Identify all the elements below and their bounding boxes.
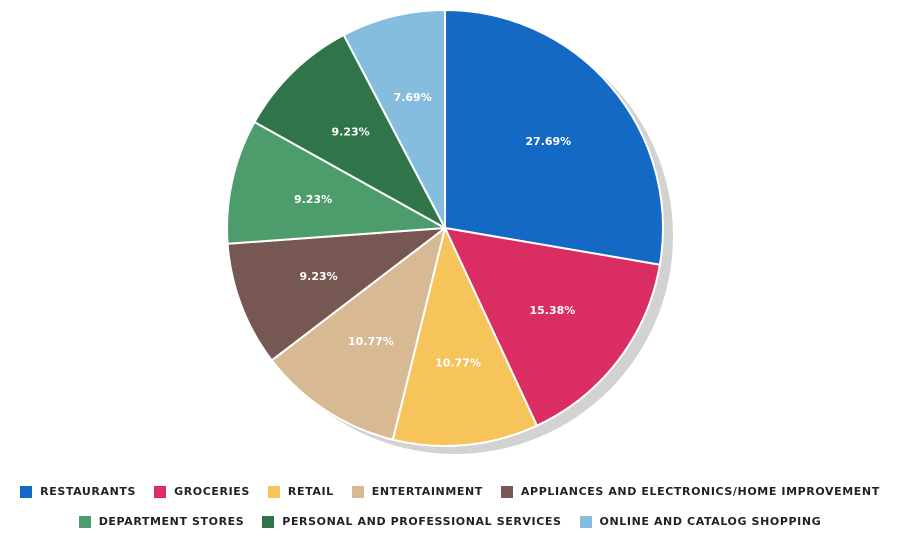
legend-label-groceries: Groceries bbox=[174, 485, 250, 498]
pie-slice-retail[interactable] bbox=[391, 227, 538, 447]
legend-label-appliances: Appliances and Electronics/Home Improvem… bbox=[520, 485, 880, 498]
legend-item-restaurants[interactable]: Restaurants bbox=[20, 485, 136, 498]
legend-swatch-restaurants bbox=[20, 485, 33, 498]
data-label-personal-services: 9.23% bbox=[332, 125, 370, 138]
legend-swatch-entertainment bbox=[351, 485, 364, 498]
legend-swatch-retail bbox=[267, 485, 280, 498]
pie-data-labels: 27.69% 15.38% 10.77% 10.77% 9.23% 9.23% 9.23% 7… bbox=[294, 91, 575, 370]
pie-slices bbox=[226, 9, 664, 447]
pie-slice-entertainment[interactable] bbox=[270, 227, 446, 441]
legend-label-personal-services: Personal and Professional Services bbox=[282, 515, 562, 528]
legend-row-2: Department Stores Personal and Professio… bbox=[0, 515, 900, 528]
pie-slice-groceries[interactable] bbox=[444, 227, 661, 427]
pie-slice-department-stores[interactable] bbox=[226, 121, 446, 245]
legend-swatch-groceries bbox=[154, 485, 167, 498]
legend-item-online-shopping[interactable]: Online and Catalog Shopping bbox=[579, 515, 822, 528]
legend-item-groceries[interactable]: Groceries bbox=[154, 485, 250, 498]
data-label-appliances: 9.23% bbox=[300, 270, 338, 283]
pie-slice-personal-services[interactable] bbox=[253, 33, 446, 229]
legend-swatch-personal-services bbox=[262, 515, 275, 528]
data-label-groceries: 15.38% bbox=[529, 304, 575, 317]
legend-label-online-shopping: Online and Catalog Shopping bbox=[599, 515, 822, 528]
legend-label-retail: Retail bbox=[287, 485, 334, 498]
legend-label-entertainment: Entertainment bbox=[371, 485, 483, 498]
legend-item-personal-services[interactable]: Personal and Professional Services bbox=[262, 515, 561, 528]
pie-slice-restaurants[interactable] bbox=[444, 9, 664, 266]
data-label-restaurants: 27.69% bbox=[525, 135, 571, 148]
data-label-retail: 10.77% bbox=[435, 357, 481, 370]
legend-label-restaurants: Restaurants bbox=[40, 485, 137, 498]
legend-swatch-department-stores bbox=[78, 515, 91, 528]
legend-row-1: Restaurants Groceries Retail Entertainme… bbox=[0, 485, 900, 498]
legend-swatch-online-shopping bbox=[579, 515, 592, 528]
legend-swatch-appliances bbox=[500, 485, 513, 498]
legend-item-entertainment[interactable]: Entertainment bbox=[351, 485, 483, 498]
data-label-online-shopping: 7.69% bbox=[394, 91, 432, 104]
legend-label-department-stores: Department Stores bbox=[98, 515, 245, 528]
legend-item-department-stores[interactable]: Department Stores bbox=[78, 515, 245, 528]
legend-item-retail[interactable]: Retail bbox=[267, 485, 334, 498]
pie-chart: 27.69% 15.38% 10.77% 10.77% 9.23% 9.23% 9.23% 7… bbox=[226, 9, 673, 454]
data-label-entertainment: 10.77% bbox=[348, 335, 394, 348]
legend-item-appliances[interactable]: Appliances and Electronics/Home Improvem… bbox=[500, 485, 880, 498]
pie-slice-online-shopping[interactable] bbox=[342, 9, 446, 229]
data-label-department-stores: 9.23% bbox=[294, 193, 332, 206]
pie-slice-appliances[interactable] bbox=[226, 227, 446, 362]
